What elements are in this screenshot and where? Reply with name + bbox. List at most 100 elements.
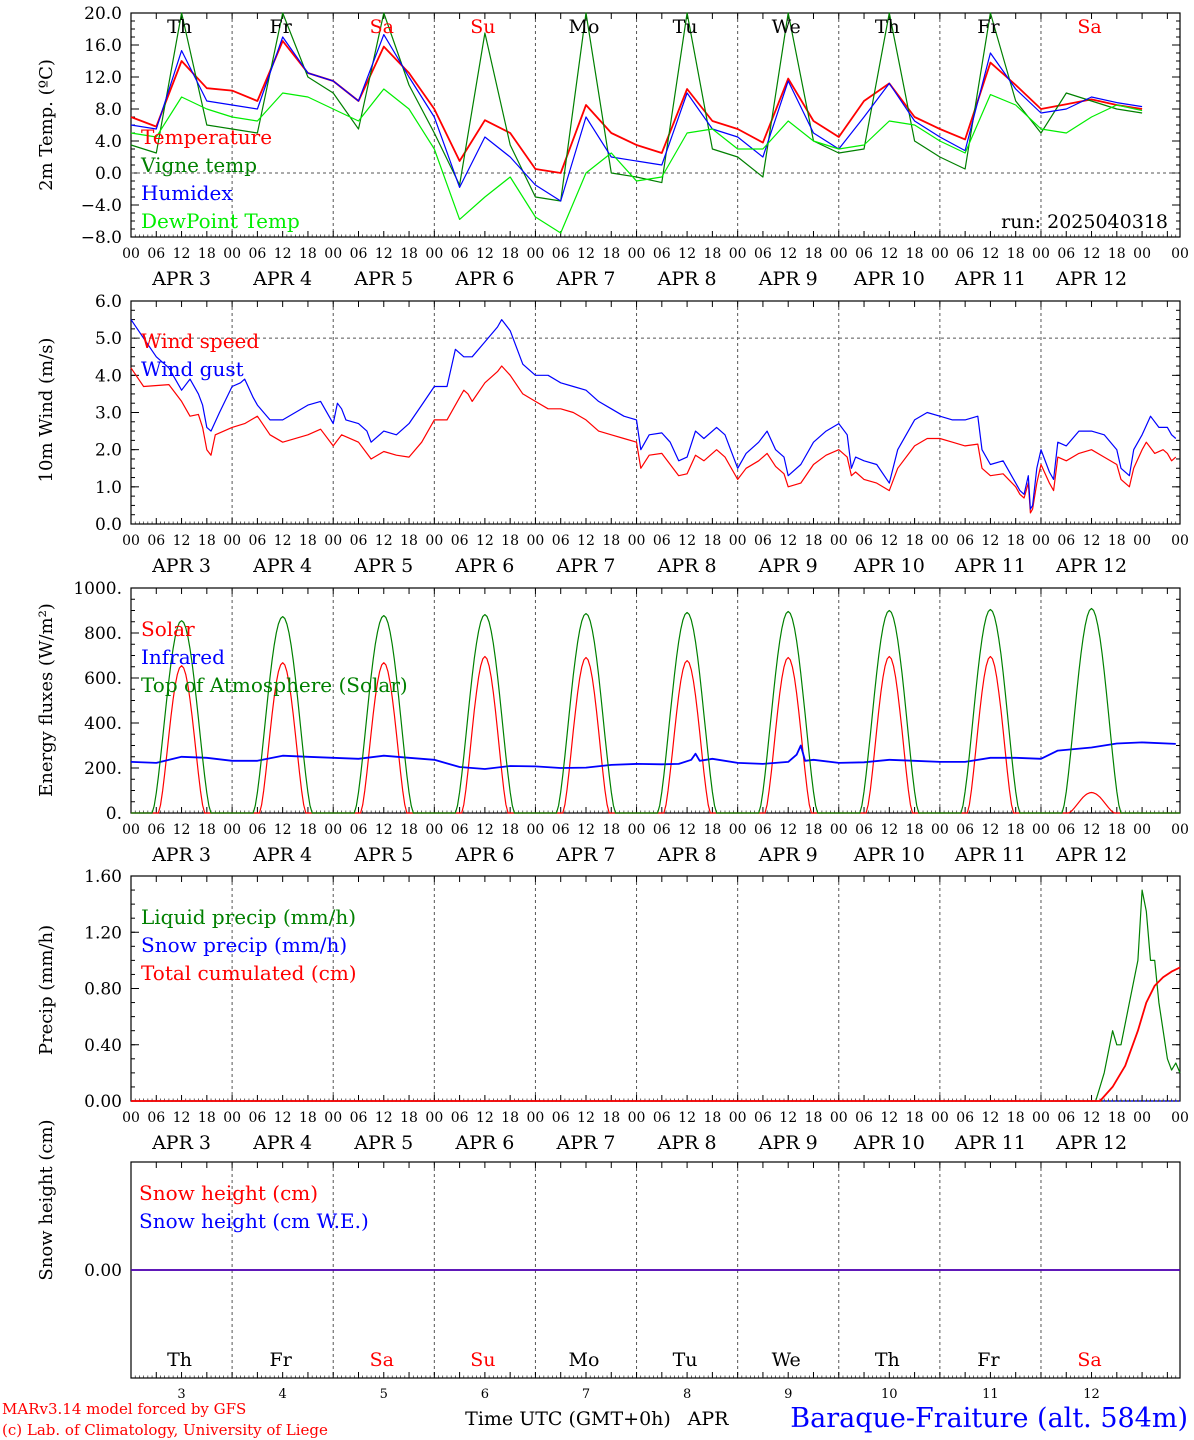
hour-tick-label: 18 <box>805 1110 823 1126</box>
hour-tick-label: 06 <box>350 246 368 262</box>
day-number: 9 <box>784 1387 792 1402</box>
hour-tick-label: 18 <box>299 246 317 262</box>
hour-tick-label: 18 <box>400 822 418 838</box>
hour-tick-label: 12 <box>577 822 595 838</box>
legend-entry: Vigne temp <box>140 153 257 177</box>
hour-tick-label: 18 <box>1007 533 1025 549</box>
hour-tick-label: 00 <box>1133 533 1151 549</box>
hour-tick-label: 18 <box>198 533 216 549</box>
day-label: APR 9 <box>758 844 818 866</box>
hour-tick-label: 00 <box>324 533 342 549</box>
hour-tick-label: 18 <box>906 822 924 838</box>
hour-tick-label: 06 <box>855 246 873 262</box>
hour-tick-label: 06 <box>754 1110 772 1126</box>
hour-tick-label: 06 <box>350 1110 368 1126</box>
hour-tick-label: 06 <box>552 1110 570 1126</box>
hour-tick-label: 06 <box>956 533 974 549</box>
day-number: 12 <box>1083 1387 1100 1402</box>
hour-tick-label: 18 <box>906 533 924 549</box>
hour-tick-label: 18 <box>501 246 519 262</box>
hour-tick-label: 06 <box>147 533 165 549</box>
hour-tick-label: 18 <box>805 533 823 549</box>
day-label: APR 3 <box>151 268 211 290</box>
hour-tick-label: 06 <box>754 822 772 838</box>
hour-tick-label: 00 <box>830 246 848 262</box>
day-label: APR 3 <box>151 1132 211 1154</box>
hour-tick-label: 12 <box>375 822 393 838</box>
hour-tick-label: 00 <box>931 533 949 549</box>
hour-tick-label: 12 <box>375 533 393 549</box>
hour-tick-label: 18 <box>703 246 721 262</box>
hour-tick-label: 18 <box>400 246 418 262</box>
panel-4: 1.60 1.20 0.80 0.40 0.00 Precip (mm/h) 00 06 12 1… <box>36 867 1189 1154</box>
hour-tick-label: 06 <box>350 533 368 549</box>
day-label: APR 8 <box>657 268 717 290</box>
legend-entry: DewPoint Temp <box>141 209 300 233</box>
hour-tick-label: 00 <box>628 533 646 549</box>
y-tick-label: 0.0 <box>95 164 122 184</box>
hour-tick-label: 12 <box>173 1110 191 1126</box>
day-label: APR 9 <box>758 268 818 290</box>
hour-tick-label: 12 <box>274 533 292 549</box>
series-line-wind-speed <box>130 365 1177 514</box>
hour-tick-label: 18 <box>805 822 823 838</box>
hour-tick-label: 00 <box>830 822 848 838</box>
day-label: APR 7 <box>556 268 616 290</box>
hour-tick-label: 18 <box>198 1110 216 1126</box>
legend-entry: Snow height (cm) <box>139 1181 318 1205</box>
day-label: APR 12 <box>1055 268 1127 290</box>
hour-tick-label: 18 <box>501 1110 519 1126</box>
hour-tick-label: 18 <box>602 246 620 262</box>
day-number: 5 <box>380 1387 388 1402</box>
hour-tick-label: 18 <box>299 1110 317 1126</box>
hour-tick-label: 00 <box>122 246 140 262</box>
hour-tick-label: 06 <box>1057 1110 1075 1126</box>
y-axis-label: Energy fluxes (W/m²) <box>36 603 57 797</box>
plot-frame <box>130 12 1181 238</box>
hour-tick-label: 00 <box>1171 822 1189 838</box>
hour-tick-label: 00 <box>729 822 747 838</box>
day-label: APR 6 <box>454 555 514 577</box>
hour-tick-label: 00 <box>324 822 342 838</box>
series-line-liquid-precip-mm-h <box>131 889 1181 1102</box>
day-label: APR 6 <box>454 844 514 866</box>
y-tick-label: 1.60 <box>84 867 122 887</box>
y-tick-label: 1000. <box>73 579 122 599</box>
y-axis-label: Precip (mm/h) <box>36 925 57 1055</box>
day-number: 8 <box>683 1387 691 1402</box>
day-label: APR 4 <box>252 844 312 866</box>
y-tick-label: 3.0 <box>95 404 122 424</box>
hour-tick-label: 06 <box>451 822 469 838</box>
legend-entry: Wind gust <box>141 357 244 381</box>
hour-tick-label: 18 <box>501 533 519 549</box>
series-line-dewpoint-temp <box>130 88 1143 234</box>
hour-tick-label: 00 <box>931 246 949 262</box>
hour-tick-label: 12 <box>476 533 494 549</box>
hour-tick-label: 12 <box>577 246 595 262</box>
hour-tick-label: 00 <box>223 246 241 262</box>
hour-tick-label: 00 <box>628 1110 646 1126</box>
day-label: APR 4 <box>252 268 312 290</box>
hour-tick-label: 12 <box>678 533 696 549</box>
station-name: Baraque-Fraiture (alt. 584m) <box>790 1403 1188 1434</box>
hour-tick-label: 12 <box>476 822 494 838</box>
hour-tick-label: 00 <box>729 1110 747 1126</box>
hour-tick-label: 18 <box>1108 533 1126 549</box>
hour-tick-label: 12 <box>577 1110 595 1126</box>
y-tick-label: 8.0 <box>95 100 122 120</box>
day-label: APR 12 <box>1055 555 1127 577</box>
y-tick-label: −4.0 <box>81 196 122 216</box>
y-axis-label: 2m Temp. (ºC) <box>36 59 57 191</box>
legend-entry: Total cumulated (cm) <box>141 961 357 985</box>
hour-tick-label: 00 <box>223 1110 241 1126</box>
hour-tick-label: 06 <box>248 533 266 549</box>
hour-tick-label: 06 <box>1057 533 1075 549</box>
day-label: APR 9 <box>758 555 818 577</box>
hour-tick-label: 12 <box>880 246 898 262</box>
day-label: APR 10 <box>853 844 925 866</box>
hour-tick-label: 00 <box>628 822 646 838</box>
day-number: 11 <box>982 1387 999 1402</box>
day-label: APR 7 <box>556 844 616 866</box>
hour-tick-label: 18 <box>602 822 620 838</box>
